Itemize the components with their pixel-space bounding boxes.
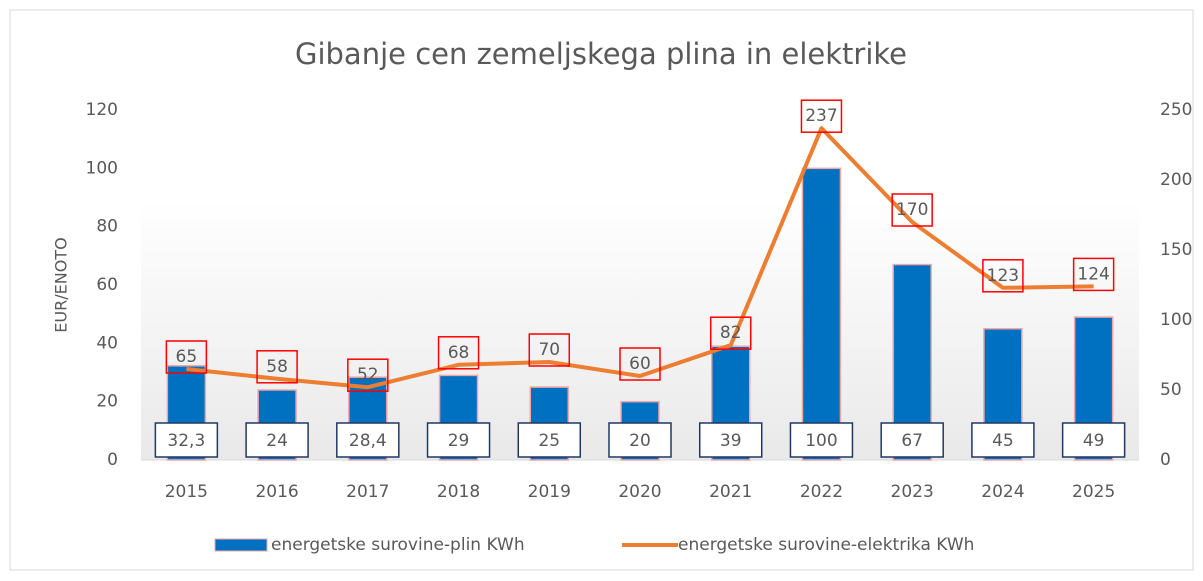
legend-label: energetske surovine-elektrika KWh bbox=[678, 535, 974, 555]
x-tick-label: 2018 bbox=[437, 482, 480, 502]
y2-tick-label: 100 bbox=[1160, 310, 1192, 330]
value-label-box bbox=[698, 422, 763, 458]
y-tick-label: 0 bbox=[107, 450, 118, 470]
value-label-box bbox=[528, 333, 571, 367]
value-label-box bbox=[1061, 422, 1126, 458]
value-label: 32,3 bbox=[167, 431, 205, 451]
x-tick-label: 2017 bbox=[346, 482, 389, 502]
y-tick-label: 120 bbox=[86, 100, 118, 120]
value-label-box bbox=[165, 340, 208, 374]
value-label: 123 bbox=[987, 266, 1019, 286]
value-label-box bbox=[517, 422, 582, 458]
y-tick-label: 80 bbox=[96, 217, 118, 237]
line bbox=[186, 126, 1094, 390]
value-label-box bbox=[1072, 257, 1115, 292]
value-label-box bbox=[347, 358, 389, 392]
value-label: 45 bbox=[992, 431, 1014, 451]
x-tick-label: 2025 bbox=[1072, 482, 1115, 502]
x-tick-label: 2024 bbox=[981, 482, 1024, 502]
value-label: 65 bbox=[176, 347, 198, 367]
value-label-box bbox=[426, 422, 491, 458]
y-axis-label: EUR/ENOTO bbox=[52, 237, 71, 332]
value-label: 100 bbox=[805, 431, 837, 451]
value-label-box bbox=[608, 422, 672, 458]
legend-label: energetske surovine-plin KWh bbox=[271, 535, 525, 555]
value-label: 237 bbox=[805, 106, 837, 126]
y2-tick-label: 0 bbox=[1160, 450, 1171, 470]
value-label: 49 bbox=[1083, 431, 1105, 451]
bar bbox=[801, 167, 842, 461]
value-label: 70 bbox=[538, 340, 560, 360]
value-label-box bbox=[256, 350, 298, 384]
x-tick-label: 2023 bbox=[891, 482, 934, 502]
value-label: 60 bbox=[629, 354, 651, 374]
y-tick-label: 100 bbox=[86, 158, 118, 178]
value-label-box bbox=[709, 316, 752, 350]
value-label-box bbox=[154, 422, 219, 458]
value-label: 24 bbox=[266, 431, 288, 451]
legend-swatch bbox=[214, 538, 268, 552]
value-label: 124 bbox=[1077, 264, 1109, 284]
x-tick-label: 2015 bbox=[165, 482, 208, 502]
value-label: 170 bbox=[896, 200, 928, 220]
y2-tick-label: 200 bbox=[1160, 170, 1192, 190]
y2-tick-label: 150 bbox=[1160, 240, 1192, 260]
x-tick-label: 2021 bbox=[709, 482, 752, 502]
x-tick-label: 2016 bbox=[255, 482, 298, 502]
value-label: 20 bbox=[629, 431, 651, 451]
value-label: 68 bbox=[448, 343, 470, 363]
value-label-box bbox=[336, 422, 400, 458]
value-label: 82 bbox=[720, 323, 742, 343]
x-tick-label: 2019 bbox=[528, 482, 571, 502]
value-label-box bbox=[789, 422, 854, 458]
x-tick-label: 2020 bbox=[618, 482, 661, 502]
y-tick-label: 40 bbox=[96, 333, 118, 353]
value-label: 52 bbox=[357, 365, 379, 385]
value-label-box bbox=[880, 422, 944, 458]
value-label: 25 bbox=[538, 431, 560, 451]
value-label-box bbox=[437, 336, 480, 370]
y2-tick-label: 50 bbox=[1160, 380, 1182, 400]
x-tick-label: 2022 bbox=[800, 482, 843, 502]
value-label: 67 bbox=[901, 431, 923, 451]
value-label-box bbox=[891, 193, 933, 227]
chart-title: Gibanje cen zemeljskega plina in elektri… bbox=[295, 37, 907, 71]
value-label: 29 bbox=[448, 431, 470, 451]
value-label-box bbox=[619, 347, 661, 381]
value-label: 39 bbox=[720, 431, 742, 451]
y2-tick-label: 250 bbox=[1160, 100, 1192, 120]
value-label-box bbox=[971, 422, 1035, 458]
value-label: 58 bbox=[266, 357, 288, 377]
value-label: 28,4 bbox=[349, 431, 387, 451]
y-tick-label: 60 bbox=[96, 275, 118, 295]
y-tick-label: 20 bbox=[96, 392, 118, 412]
value-label-box bbox=[245, 422, 309, 458]
value-label-box bbox=[982, 259, 1024, 293]
value-label-box bbox=[800, 99, 843, 133]
